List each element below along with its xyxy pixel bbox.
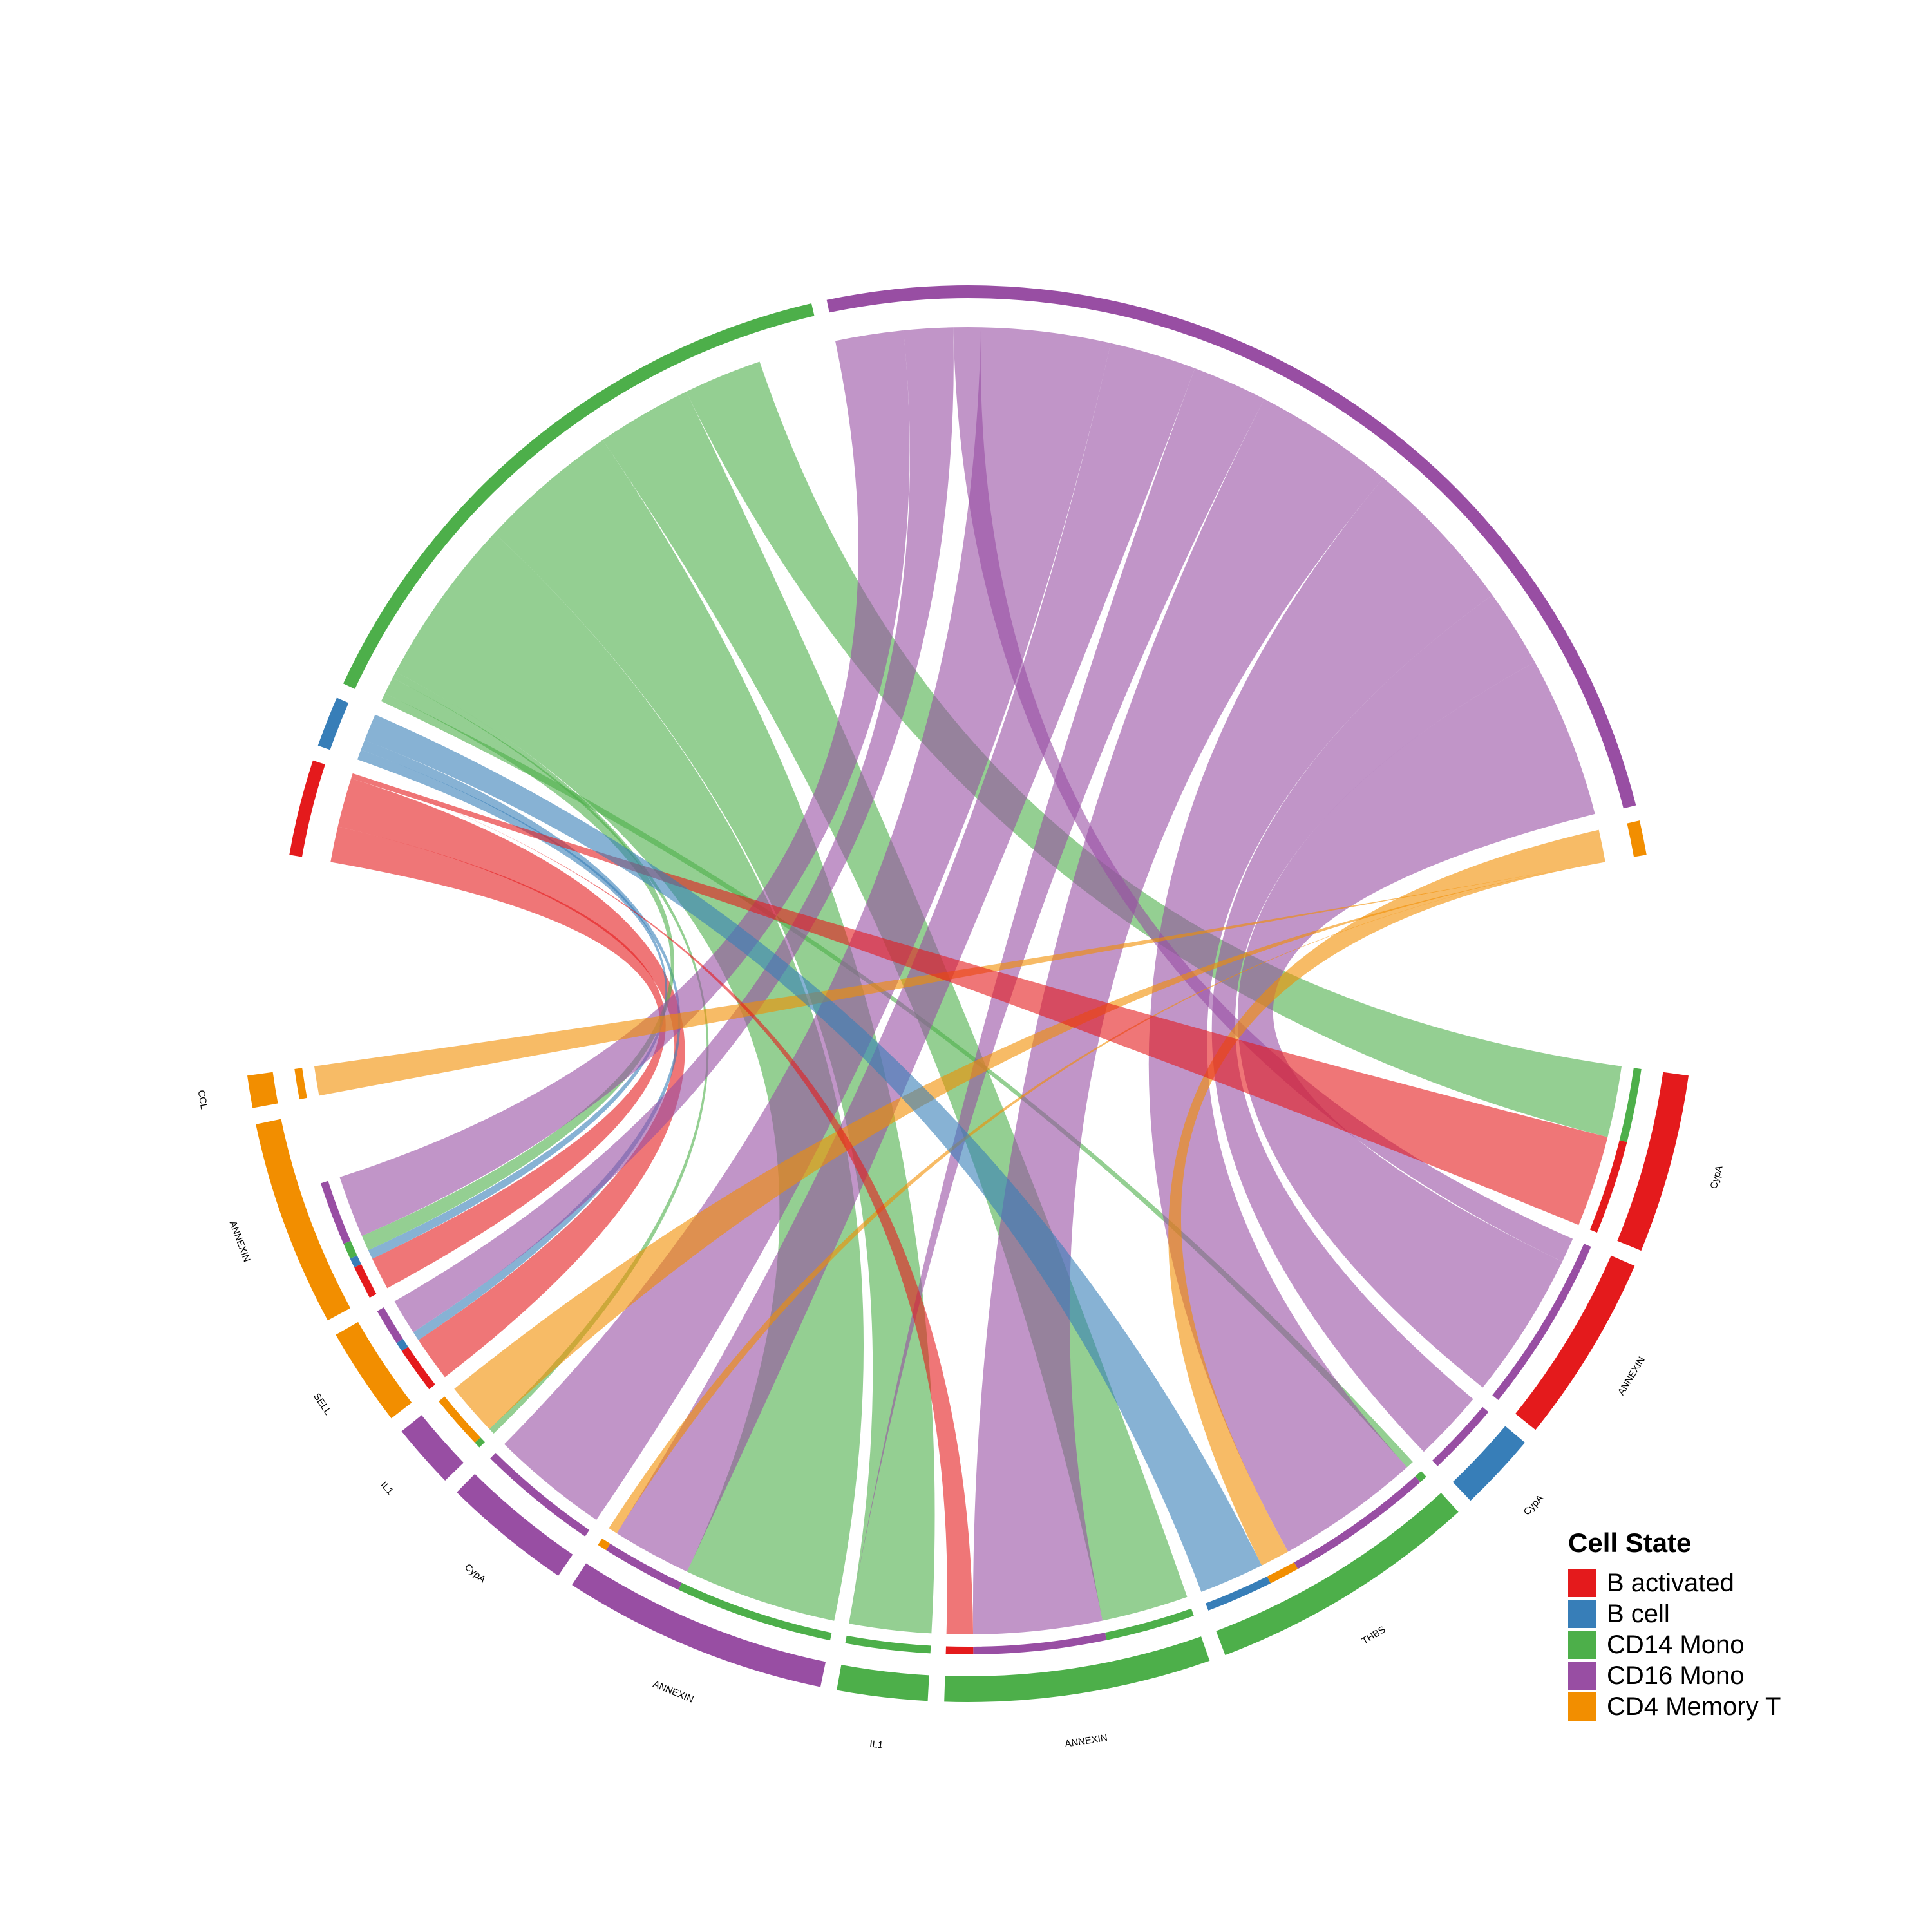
- chord-ribbon: [1211, 594, 1535, 1452]
- chord-ribbon: [351, 773, 1608, 1226]
- legend-label: B activated: [1607, 1568, 1734, 1597]
- legend-label: CD14 Mono: [1607, 1630, 1745, 1659]
- receiver-inner-bar: [973, 1633, 1107, 1654]
- legend-item: CD16 Mono: [1568, 1660, 1781, 1691]
- receiver-label: CypA: [462, 1562, 488, 1585]
- chord-ribbon: [365, 714, 1262, 1592]
- chord-ribbon: [504, 327, 1111, 1520]
- receiver-label: SELL: [311, 1391, 333, 1417]
- receiver-inner-bar: [1206, 1576, 1271, 1611]
- sender-arc: [289, 760, 325, 857]
- receiver-arc: [336, 1321, 412, 1419]
- receiver-inner-bar: [1573, 1244, 1591, 1271]
- receiver-inner-bar: [1492, 1267, 1580, 1400]
- receiver-label: CypA: [1521, 1493, 1546, 1517]
- receiver-inner-bar: [1432, 1406, 1489, 1466]
- legend-items: B activated B cell CD14 Mono CD16 Mono CD4 M…: [1568, 1567, 1781, 1722]
- receiver-arc: [572, 1563, 826, 1687]
- legend-swatch: [1568, 1569, 1596, 1597]
- chord-ribbon: [686, 361, 1622, 1137]
- receiver-inner-bar: [294, 1068, 307, 1100]
- receiver-arc: [1216, 1493, 1459, 1656]
- legend-item: B activated: [1568, 1567, 1781, 1598]
- receiver-inner-bar: [598, 1538, 611, 1551]
- receiver-inner-bar: [1415, 1471, 1426, 1482]
- legend-swatch: [1568, 1692, 1596, 1721]
- receiver-arc: [1452, 1426, 1526, 1501]
- receiver-arc: [256, 1119, 351, 1321]
- receiver-inner-bar: [439, 1396, 481, 1443]
- receiver-arc: [944, 1636, 1210, 1702]
- legend-swatch: [1568, 1662, 1596, 1690]
- sender-arc: [317, 697, 349, 750]
- receiver-inner-bar: [401, 1347, 435, 1390]
- receiver-label: ANNEXIN: [227, 1219, 252, 1263]
- receiver-inner-bar: [475, 1437, 485, 1448]
- legend-item: B cell: [1568, 1598, 1781, 1629]
- receiver-inner-bar: [606, 1543, 682, 1590]
- receiver-arc: [247, 1072, 278, 1108]
- legend-item: CD14 Mono: [1568, 1629, 1781, 1660]
- receiver-label: ANNEXIN: [651, 1679, 695, 1705]
- legend-item: CD4 Memory T: [1568, 1691, 1781, 1722]
- receiver-arc: [1515, 1255, 1635, 1430]
- chord-ribbon: [361, 677, 675, 1251]
- legend-swatch: [1568, 1600, 1596, 1628]
- sender-arc: [1627, 820, 1647, 857]
- chord-ribbon: [616, 343, 1195, 1572]
- receiver-label: IL1: [869, 1738, 884, 1750]
- receiver-inner-bar: [945, 1646, 974, 1654]
- chord-ribbon: [1148, 478, 1493, 1552]
- legend-label: B cell: [1607, 1599, 1670, 1628]
- receiver-inner-bar: [321, 1180, 351, 1244]
- receiver-arc: [401, 1415, 464, 1481]
- sector-arcs: [247, 285, 1689, 1702]
- chord-ribbon: [395, 533, 864, 1621]
- chord-ribbon: [339, 330, 910, 1236]
- receiver-label: THBS: [1360, 1624, 1388, 1647]
- legend-title: Cell State: [1568, 1528, 1692, 1558]
- chord-ribbon: [1237, 661, 1595, 1388]
- chord-ribbon: [337, 778, 685, 1378]
- receiver-inner-bar: [396, 1338, 408, 1352]
- receiver-inner-bar: [1267, 1562, 1298, 1584]
- receiver-inner-bar: [377, 1307, 403, 1343]
- receiver-inner-bar: [1104, 1608, 1194, 1640]
- receiver-inner-bar: [343, 1240, 357, 1259]
- legend-label: CD16 Mono: [1607, 1661, 1745, 1690]
- receiver-inner-bar: [1589, 1140, 1627, 1233]
- receiver-inner-bar: [490, 1453, 590, 1537]
- chord-ribbon: [330, 826, 666, 1289]
- receiver-inner-bar: [845, 1635, 931, 1654]
- receiver-inner-bar: [1294, 1476, 1421, 1569]
- receiver-label: CypA: [1709, 1164, 1725, 1190]
- receiver-label: ANNEXIN: [1064, 1732, 1108, 1750]
- legend-label: CD4 Memory T: [1607, 1692, 1781, 1721]
- receiver-arc: [1617, 1072, 1689, 1251]
- receiver-inner-bar: [1619, 1068, 1642, 1142]
- receiver-inner-bar: [350, 1255, 361, 1268]
- legend: Cell State B activated B cell CD14 Mono CD1…: [1568, 1528, 1781, 1722]
- chord-ribbons: [314, 327, 1622, 1634]
- chord-ribbon: [314, 862, 1605, 1096]
- receiver-arc: [837, 1665, 929, 1701]
- receiver-arc: [457, 1473, 573, 1576]
- legend-swatch: [1568, 1631, 1596, 1659]
- receiver-inner-bar: [678, 1582, 832, 1641]
- receiver-inner-bar: [354, 1264, 377, 1298]
- chord-ribbon: [394, 327, 954, 1332]
- receiver-label: ANNEXIN: [1616, 1355, 1647, 1397]
- receiver-label: CCL: [196, 1089, 210, 1110]
- receiver-label: IL1: [378, 1479, 395, 1497]
